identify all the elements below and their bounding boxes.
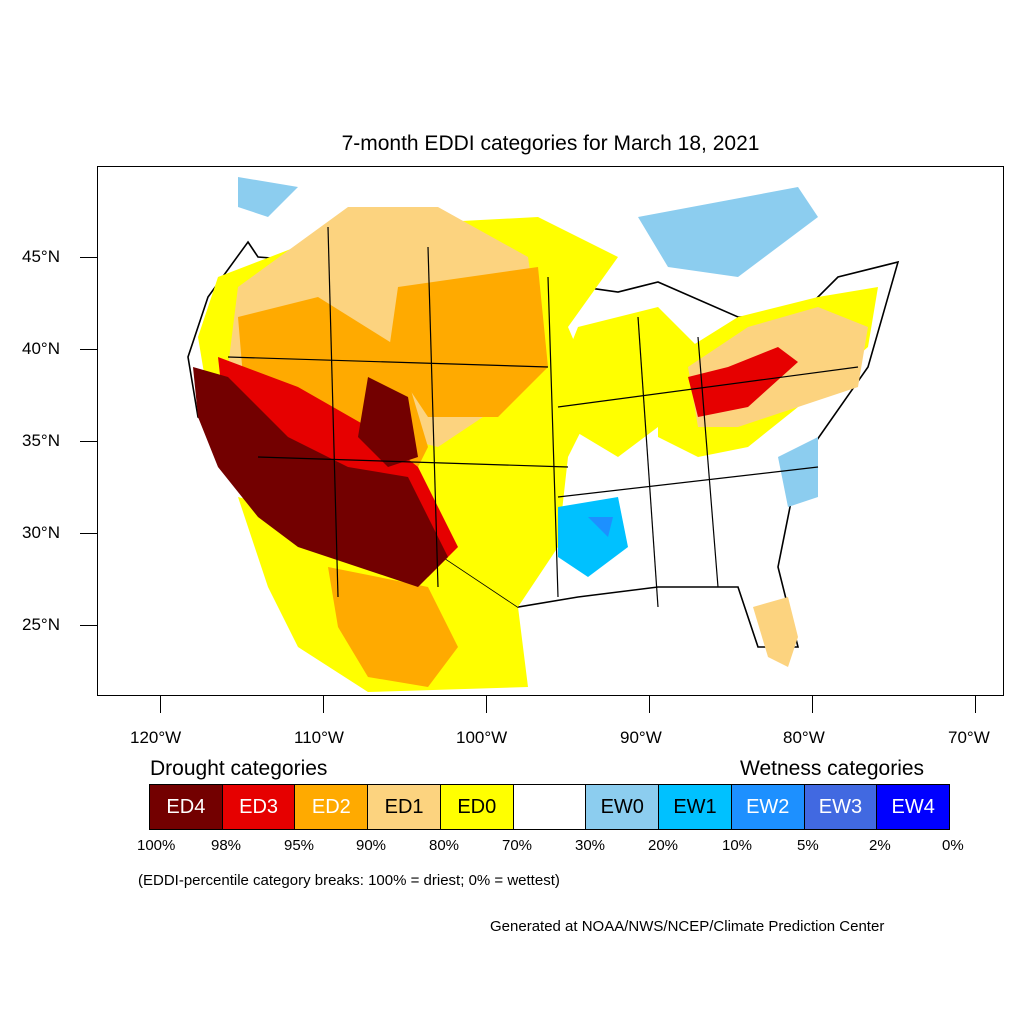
pct-label: 95% — [284, 837, 315, 854]
lat-tick — [80, 349, 97, 350]
category-legend: ED4 ED3 ED2 ED1 ED0 EW0 EW1 EW2 EW3 EW4 — [149, 784, 951, 830]
lat-tick — [80, 625, 97, 626]
credit-line: Generated at NOAA/NWS/NCEP/Climate Predi… — [490, 918, 885, 935]
mexico-orange — [328, 567, 458, 687]
legend-box-ew0: EW0 — [585, 784, 660, 830]
lon-label-90: 90°W — [620, 728, 662, 747]
ed2-plains — [388, 267, 548, 417]
lat-tick — [80, 533, 97, 534]
lon-label-80: 80°W — [783, 728, 825, 747]
lon-tick — [323, 696, 324, 713]
lat-label-35: 35°N — [22, 431, 60, 450]
pct-label: 80% — [429, 837, 460, 854]
legend-box-ed4: ED4 — [149, 784, 223, 830]
state-lines — [227, 226, 859, 608]
lon-tick — [649, 696, 650, 713]
lon-tick — [160, 696, 161, 713]
lat-tick — [80, 257, 97, 258]
legend-label: ED4 — [166, 795, 206, 818]
lat-label-45: 45°N — [22, 247, 60, 266]
pct-label: 100% — [137, 837, 176, 854]
legend-label: ED2 — [311, 795, 351, 818]
ed4-southwest — [193, 367, 448, 587]
legend-box-ed0: ED0 — [439, 784, 514, 830]
lon-label-100: 100°W — [456, 728, 508, 747]
lat-label-30: 30°N — [22, 523, 60, 542]
lon-tick — [812, 696, 813, 713]
drought-heading: Drought categories — [150, 757, 328, 780]
lon-tick — [486, 696, 487, 713]
legend-label: ED0 — [457, 795, 497, 818]
lon-label-120: 120°W — [130, 728, 182, 747]
legend-label: EW0 — [600, 795, 644, 818]
ew0-west — [238, 177, 298, 217]
lat-tick — [80, 441, 97, 442]
pct-label: 0% — [942, 837, 964, 854]
legend-box-ed1: ED1 — [367, 784, 441, 830]
pct-label: 10% — [722, 837, 753, 854]
ed4-colorado — [358, 377, 418, 467]
legend-box-ew3: EW3 — [803, 784, 878, 830]
wetness-heading: Wetness categories — [740, 757, 925, 780]
pct-label: 70% — [502, 837, 533, 854]
legend-label: EW2 — [746, 795, 790, 818]
pct-label: 98% — [211, 837, 242, 854]
ew2-south — [588, 517, 613, 537]
legend-box-ed2: ED2 — [294, 784, 369, 830]
eddi-map — [97, 166, 1004, 696]
legend-box-ew1: EW1 — [658, 784, 732, 830]
legend-box-normal — [512, 784, 587, 830]
pct-label: 5% — [797, 837, 819, 854]
lon-label-110: 110°W — [294, 728, 344, 747]
pct-label: 20% — [648, 837, 679, 854]
lat-label-40: 40°N — [22, 339, 60, 358]
legend-box-ew2: EW2 — [730, 784, 805, 830]
ed0-ohio — [558, 307, 698, 457]
category-note: (EDDI-percentile category breaks: 100% =… — [138, 872, 560, 889]
legend-label: EW3 — [818, 795, 863, 818]
legend-label: ED1 — [384, 795, 424, 818]
legend-box-ew4: EW4 — [876, 784, 951, 830]
lon-label-70: 70°W — [948, 728, 990, 747]
lon-tick — [975, 696, 976, 713]
pct-label: 30% — [575, 837, 606, 854]
legend-label: ED3 — [239, 795, 279, 818]
lat-label-25: 25°N — [22, 615, 60, 634]
map-title: 7-month EDDI categories for March 18, 20… — [341, 132, 760, 155]
ew0-north — [638, 187, 818, 277]
legend-label: EW1 — [673, 795, 717, 818]
legend-label: EW4 — [891, 795, 935, 818]
pct-label: 90% — [356, 837, 387, 854]
ew0-carolina — [778, 437, 818, 507]
eddi-map-svg — [187, 177, 900, 692]
pct-label: 2% — [869, 837, 891, 854]
ed1-florida — [753, 597, 798, 667]
legend-box-ed3: ED3 — [221, 784, 296, 830]
